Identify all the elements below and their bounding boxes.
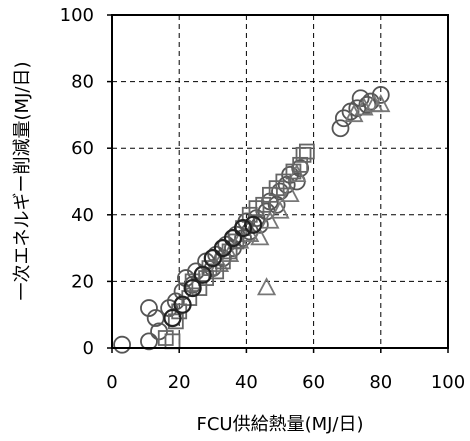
data-point-circle xyxy=(371,86,390,104)
data-point-square xyxy=(298,143,315,160)
y-tick-label: 60 xyxy=(71,138,94,159)
y-tick-label: 100 xyxy=(60,5,94,26)
data-point-square xyxy=(275,173,292,190)
data-point-circle-dark xyxy=(203,248,222,268)
data-point-circle-dark xyxy=(183,278,202,298)
data-point-square xyxy=(167,313,184,330)
x-tick-label: 80 xyxy=(369,372,392,393)
data-point-triangle xyxy=(270,200,290,219)
x-tick-label: 0 xyxy=(106,372,117,393)
y-tick-labels: 0 20 40 60 80 100 xyxy=(60,5,112,359)
x-axis-title: FCU供給熱量(MJ/日) xyxy=(196,414,363,435)
data-point-triangle xyxy=(256,277,277,296)
y-axis-title: 一次エネルギー削減量(MJ/日) xyxy=(12,62,33,301)
x-tick-label: 100 xyxy=(431,372,465,393)
x-tick-label: 60 xyxy=(302,372,325,393)
gridlines xyxy=(112,15,448,348)
data-point-circle-dark xyxy=(173,295,192,314)
data-point-circle xyxy=(334,109,353,128)
data-point-triangle xyxy=(250,227,270,246)
data-point-triangle xyxy=(280,183,300,203)
x-tick-labels: 0 20 40 60 80 100 xyxy=(106,348,465,393)
y-tick-label: 20 xyxy=(71,271,94,292)
x-tick-label: 20 xyxy=(168,372,191,393)
data-point-circle-dark xyxy=(223,229,243,248)
data-point-triangle xyxy=(344,103,364,123)
y-tick-label: 40 xyxy=(71,205,94,226)
data-point-circle-dark xyxy=(244,215,263,234)
data-point-circle-dark xyxy=(193,265,212,284)
data-point-circle xyxy=(140,299,158,317)
plot-frame xyxy=(111,14,449,349)
data-point-circle-dark xyxy=(213,239,232,258)
data-point-circle xyxy=(140,332,158,351)
data-point-square xyxy=(181,290,198,306)
x-tick-label: 40 xyxy=(235,372,258,393)
data-point-square xyxy=(295,146,312,163)
data-point-circle xyxy=(331,119,350,138)
y-tick-label: 0 xyxy=(83,338,94,359)
data-point-triangle xyxy=(371,93,391,113)
data-point-circle-dark xyxy=(163,308,182,328)
data-points xyxy=(113,86,391,354)
y-tick-label: 80 xyxy=(71,72,94,93)
data-point-triangle xyxy=(260,210,280,229)
data-point-circle-dark xyxy=(233,219,253,238)
data-point-circle xyxy=(113,335,131,354)
